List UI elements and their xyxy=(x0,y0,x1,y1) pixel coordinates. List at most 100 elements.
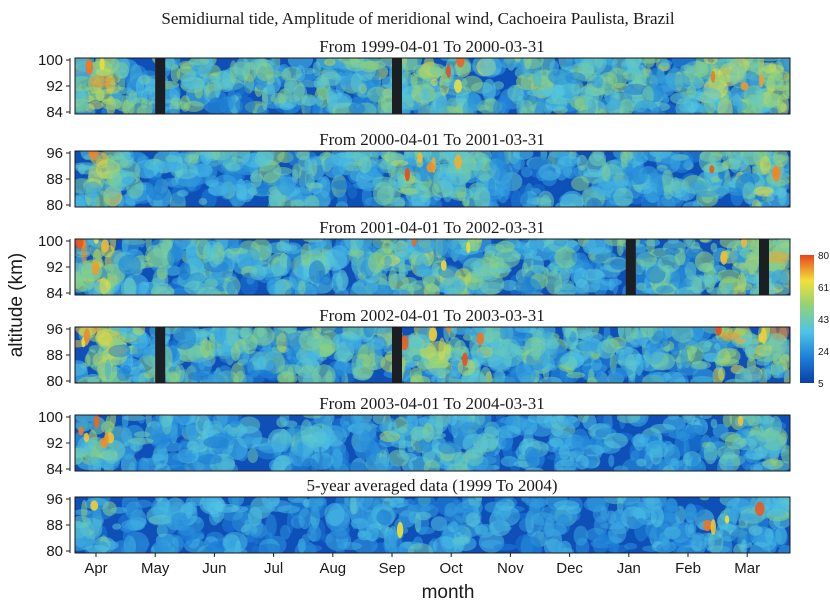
heatmap-blob xyxy=(190,357,212,377)
heatmap-blob xyxy=(392,288,408,295)
heatmap-blob xyxy=(83,181,102,199)
heatmap-blob xyxy=(188,371,209,381)
heatmap-blob xyxy=(541,86,566,99)
heatmap-blob xyxy=(624,542,638,550)
heatmap-hotspot xyxy=(396,522,404,538)
heatmap-blob xyxy=(585,327,594,331)
heatmap-blob xyxy=(573,525,588,546)
heatmap-blob xyxy=(85,373,101,383)
heatmap-blob xyxy=(276,332,288,353)
heatmap-blob xyxy=(301,533,311,543)
heatmap-blob xyxy=(435,96,448,114)
heatmap-blob xyxy=(402,58,418,74)
heatmap-blob xyxy=(75,98,92,113)
heatmap-blob xyxy=(173,518,180,525)
heatmap-hotspot xyxy=(772,165,781,182)
heatmap-blob xyxy=(89,74,112,88)
heatmap-hotspot xyxy=(740,82,749,91)
panel-subtitle: From 2001-04-01 To 2002-03-31 xyxy=(319,218,545,237)
heatmap-blob xyxy=(758,58,782,62)
heatmap-blob xyxy=(667,415,680,421)
heatmap-blob xyxy=(674,185,696,201)
heatmap-blob xyxy=(418,415,437,427)
heatmap-blob xyxy=(255,505,276,513)
heatmap-blob xyxy=(324,58,336,66)
heatmap-blob xyxy=(279,415,290,427)
heatmap-blob xyxy=(529,458,537,468)
heatmap-blob xyxy=(476,157,483,172)
heatmap-blob xyxy=(527,529,536,537)
y-tick-label: 88 xyxy=(46,171,63,188)
heatmap-blob xyxy=(249,264,267,281)
heatmap-blob xyxy=(365,442,377,466)
heatmap-blob xyxy=(691,360,711,370)
heatmap-blob xyxy=(184,497,193,520)
heatmap-hotspot xyxy=(462,352,468,367)
heatmap-blob xyxy=(783,58,790,70)
heatmap-blob xyxy=(88,101,104,110)
heatmap-blob xyxy=(207,185,229,196)
heatmap-blob xyxy=(308,260,326,284)
heatmap-blob xyxy=(574,97,585,112)
panel-frame xyxy=(74,326,791,384)
heatmap-blob xyxy=(110,239,117,252)
heatmap-blob xyxy=(725,499,741,523)
heatmap-blob xyxy=(526,448,545,471)
heatmap-blob xyxy=(692,184,708,197)
heatmap-blob xyxy=(387,421,398,436)
heatmap-blob xyxy=(785,75,790,96)
y-tick-label: 84 xyxy=(46,461,63,478)
heatmap-hotspot xyxy=(426,162,435,173)
heatmap-blob xyxy=(461,241,480,252)
heatmap-blob xyxy=(691,276,703,294)
heatmap-blob xyxy=(171,97,183,107)
heatmap-hotspot xyxy=(466,241,471,254)
heatmap-blob xyxy=(413,239,436,254)
heatmap-blob xyxy=(206,540,227,553)
heatmap-blob xyxy=(388,540,397,553)
heatmap-blob xyxy=(315,95,324,107)
heatmap-blob xyxy=(603,432,629,449)
heatmap-blob xyxy=(210,432,236,448)
panel-frame xyxy=(74,414,791,472)
heatmap-blob xyxy=(101,98,123,110)
heatmap-blob xyxy=(420,86,431,106)
heatmap-blob xyxy=(300,458,320,471)
heatmap-blob xyxy=(351,415,361,426)
heatmap-blob xyxy=(680,64,695,74)
heatmap-blob xyxy=(305,182,324,189)
heatmap-hotspot xyxy=(83,328,90,345)
heatmap-blob xyxy=(559,547,575,553)
heatmap-blob xyxy=(712,423,729,439)
heatmap-blob xyxy=(520,278,542,295)
heatmap-blob xyxy=(607,367,634,378)
heatmap-blob xyxy=(200,338,212,358)
heatmap-blob xyxy=(358,156,372,174)
heatmap-blob xyxy=(172,452,196,462)
heatmap-blob xyxy=(613,508,626,524)
heatmap-blob xyxy=(312,61,321,77)
heatmap-cells xyxy=(75,151,790,207)
heatmap-blob xyxy=(573,267,588,288)
heatmap-blob xyxy=(691,456,701,471)
heatmap-blob xyxy=(232,83,246,96)
heatmap-blob xyxy=(365,523,379,542)
heatmap-blob xyxy=(130,152,144,159)
heatmap-blob xyxy=(670,457,679,471)
heatmap-blob xyxy=(731,437,758,451)
heatmap-blob xyxy=(154,463,171,471)
heatmap-blob xyxy=(287,58,313,70)
heatmap-blob xyxy=(502,327,513,338)
heatmap-blob xyxy=(656,178,664,199)
heatmap-blob xyxy=(684,261,697,280)
heatmap-blob xyxy=(587,368,595,383)
heatmap-blob xyxy=(348,102,366,114)
heatmap-blob xyxy=(740,539,748,553)
heatmap-panel: From 1999-04-01 To 2000-03-31 100 92 84 xyxy=(38,37,791,121)
heatmap-blob xyxy=(272,167,293,176)
heatmap-blob xyxy=(430,78,438,87)
heatmap-hotspot xyxy=(709,165,715,174)
heatmap-blob xyxy=(230,343,241,361)
panel-subtitle: From 2003-04-01 To 2004-03-31 xyxy=(319,394,545,413)
